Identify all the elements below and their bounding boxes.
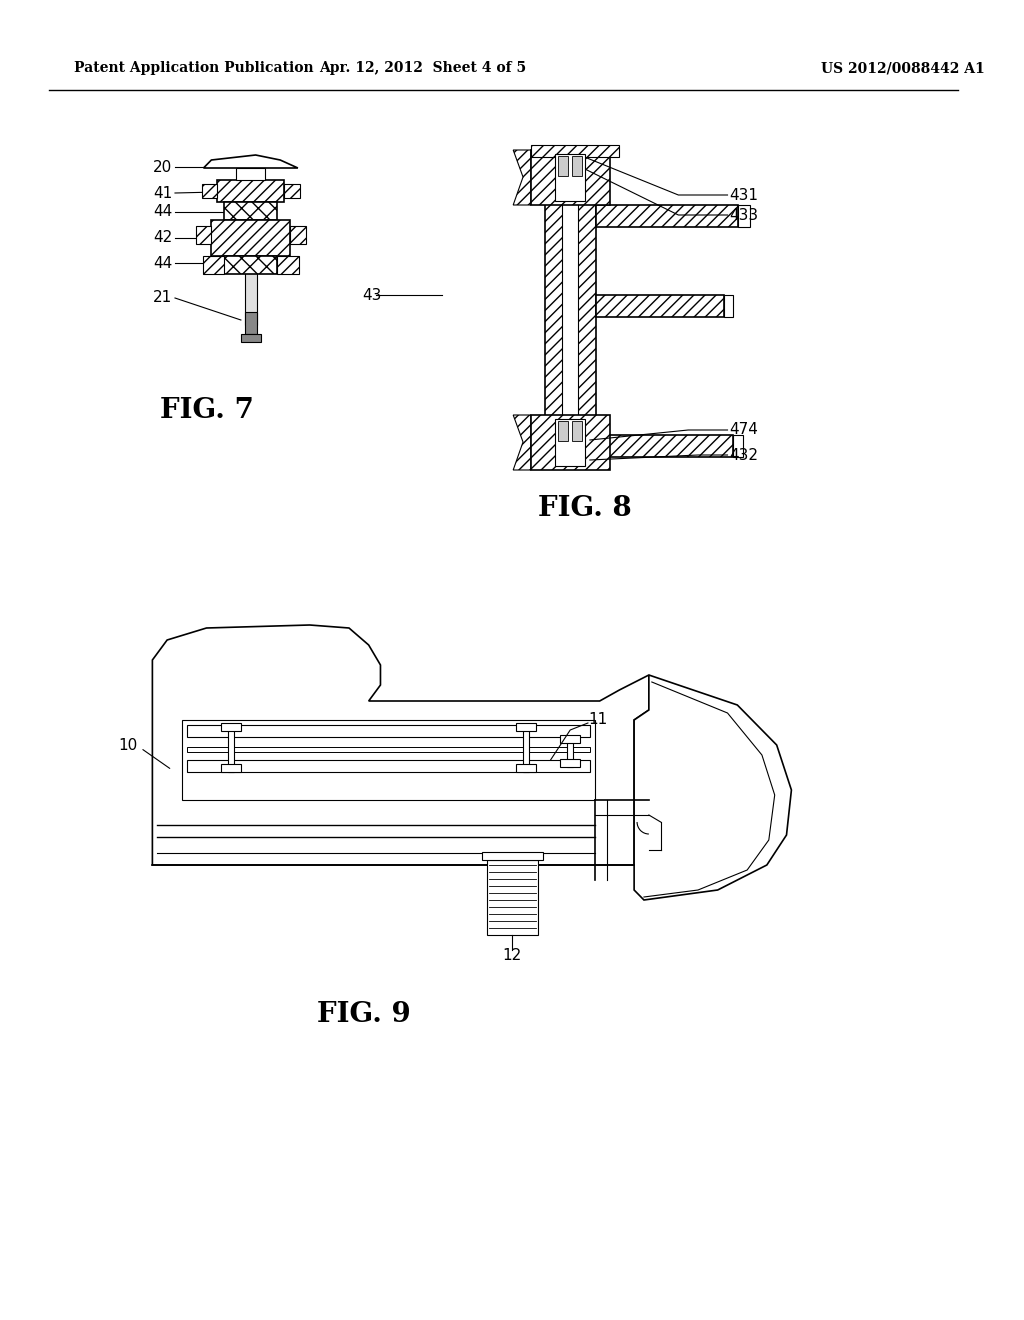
Bar <box>560 759 580 767</box>
Bar <box>596 294 724 317</box>
Bar <box>562 185 579 465</box>
Bar <box>186 760 590 772</box>
Bar <box>221 723 241 731</box>
Bar <box>516 764 536 772</box>
Bar <box>245 180 257 325</box>
Text: 41: 41 <box>153 186 172 201</box>
Bar <box>245 312 257 334</box>
Bar <box>196 226 211 244</box>
Text: FIG. 9: FIG. 9 <box>316 1002 411 1028</box>
Bar <box>567 737 573 767</box>
Bar <box>481 851 543 861</box>
Bar <box>733 436 743 457</box>
Bar <box>530 150 609 205</box>
Bar <box>217 180 284 202</box>
Bar <box>560 735 580 743</box>
Bar <box>738 205 751 227</box>
Polygon shape <box>204 154 298 168</box>
Bar <box>186 747 590 752</box>
Bar <box>596 205 738 227</box>
Bar <box>278 256 299 275</box>
Text: FIG. 7: FIG. 7 <box>160 396 253 424</box>
Bar <box>236 168 265 180</box>
Bar <box>530 414 609 470</box>
Text: FIG. 8: FIG. 8 <box>538 495 632 521</box>
Bar <box>530 145 620 157</box>
Text: 44: 44 <box>153 256 172 271</box>
Text: 44: 44 <box>153 205 172 219</box>
Bar <box>555 418 585 466</box>
Bar <box>186 725 590 737</box>
Bar <box>545 185 596 459</box>
Text: 21: 21 <box>153 290 172 305</box>
Text: 42: 42 <box>153 231 172 246</box>
Bar <box>182 719 595 800</box>
Polygon shape <box>634 675 792 900</box>
Bar <box>558 156 568 176</box>
Text: Patent Application Publication: Patent Application Publication <box>74 61 313 75</box>
Bar <box>523 725 529 772</box>
Bar <box>241 334 260 342</box>
Polygon shape <box>513 150 530 205</box>
Text: 433: 433 <box>729 207 759 223</box>
Bar <box>221 764 241 772</box>
Text: 432: 432 <box>729 447 759 462</box>
Text: 474: 474 <box>729 422 759 437</box>
Text: 12: 12 <box>503 948 522 962</box>
Bar <box>724 294 733 317</box>
Bar <box>203 256 224 275</box>
Bar <box>290 226 306 244</box>
Bar <box>555 154 585 201</box>
Bar <box>202 183 217 198</box>
Bar <box>572 421 582 441</box>
Text: Apr. 12, 2012  Sheet 4 of 5: Apr. 12, 2012 Sheet 4 of 5 <box>319 61 526 75</box>
Bar <box>228 725 234 772</box>
Text: 20: 20 <box>153 160 172 174</box>
Bar <box>224 256 278 275</box>
Text: 11: 11 <box>588 713 607 727</box>
Bar <box>284 183 300 198</box>
Polygon shape <box>513 414 530 470</box>
Bar <box>596 436 733 457</box>
Text: 10: 10 <box>119 738 137 752</box>
Bar <box>211 220 290 256</box>
Bar <box>516 723 536 731</box>
Polygon shape <box>153 624 649 865</box>
Bar <box>224 202 278 220</box>
Bar <box>572 156 582 176</box>
Bar <box>558 421 568 441</box>
Text: 431: 431 <box>729 187 759 202</box>
Text: US 2012/0088442 A1: US 2012/0088442 A1 <box>821 61 985 75</box>
Bar <box>486 861 538 935</box>
Text: 43: 43 <box>361 288 381 302</box>
